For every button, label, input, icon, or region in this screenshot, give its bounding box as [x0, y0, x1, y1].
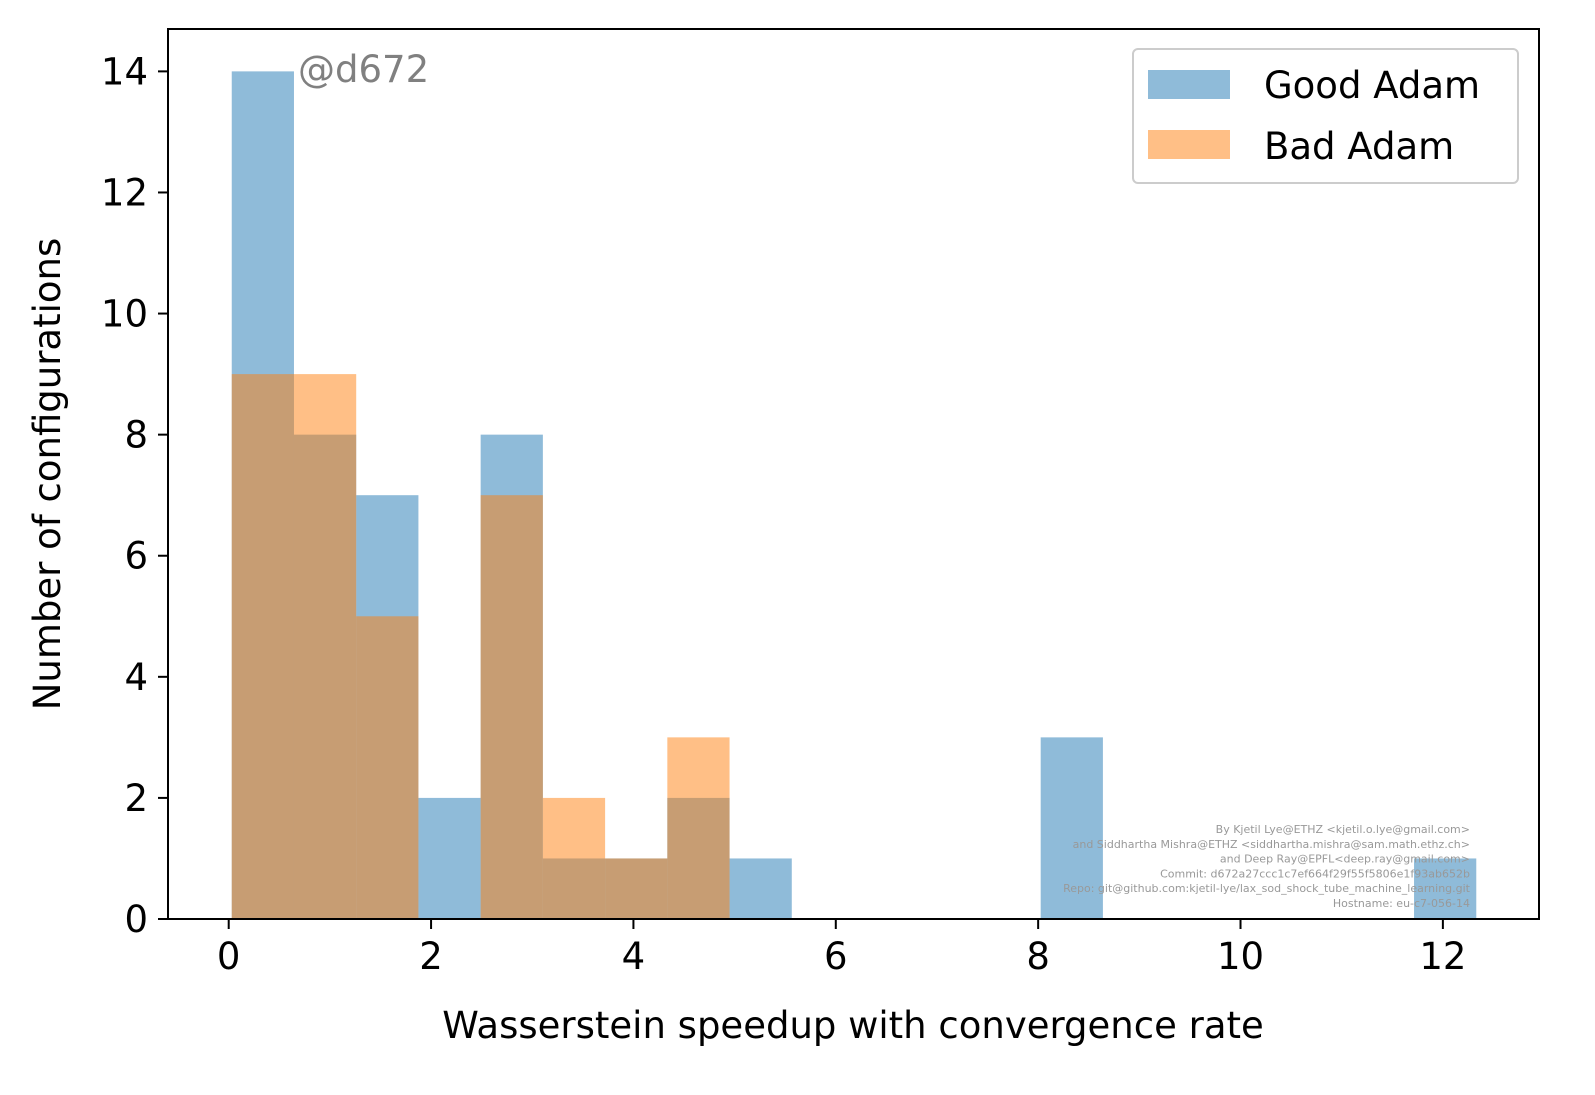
x-tick-label: 2	[419, 935, 443, 978]
y-axis: 0 2 4 6 8 10 12 14	[101, 50, 168, 941]
legend-swatch-good-adam	[1148, 70, 1230, 99]
y-tick-label: 12	[101, 171, 148, 214]
bar-bad-adam-6	[605, 858, 668, 919]
x-axis: 0 2 4 6 8 10 12	[217, 919, 1466, 978]
y-axis-label: Number of configurations	[26, 238, 69, 711]
legend-swatch-bad-adam	[1148, 130, 1230, 159]
bar-good-adam-3	[418, 797, 481, 919]
y-tick-label: 8	[124, 414, 148, 457]
x-tick-label: 6	[824, 935, 848, 978]
bar-bad-adam-5	[542, 797, 606, 919]
bar-good-adam-8	[729, 858, 792, 919]
watermark-annotation: @d672	[298, 48, 429, 91]
y-tick-label: 2	[124, 777, 148, 820]
legend-label-bad-adam: Bad Adam	[1264, 125, 1454, 168]
x-tick-label: 8	[1026, 935, 1050, 978]
bar-bad-adam-7	[667, 737, 730, 919]
x-tick-label: 4	[622, 935, 646, 978]
bar-bad-adam-2	[356, 616, 419, 919]
y-tick-label: 14	[101, 50, 148, 93]
bar-bad-adam-0	[231, 374, 294, 919]
y-tick-label: 0	[124, 898, 148, 941]
legend-label-good-adam: Good Adam	[1264, 64, 1480, 107]
bar-bad-adam-1	[293, 374, 357, 919]
bar-good-adam-19	[1414, 858, 1477, 919]
x-tick-label: 12	[1419, 935, 1466, 978]
bars-layer	[231, 71, 1477, 919]
credit-line: and Deep Ray@EPFL<deep.ray@gmail.com>	[1220, 853, 1470, 866]
credits-block: By Kjetil Lye@ETHZ <kjetil.o.lye@gmail.c…	[1063, 823, 1471, 910]
credit-line: Hostname: eu-c7-056-14	[1333, 897, 1470, 910]
x-tick-label: 10	[1217, 935, 1264, 978]
bar-good-adam-13	[1040, 737, 1103, 919]
y-tick-label: 4	[124, 656, 148, 699]
x-axis-label: Wasserstein speedup with convergence rat…	[442, 1004, 1264, 1047]
x-tick-label: 0	[217, 935, 241, 978]
credit-line: Commit: d672a27ccc1c7ef664f29f55f5806e1f…	[1160, 867, 1470, 880]
credit-line: By Kjetil Lye@ETHZ <kjetil.o.lye@gmail.c…	[1216, 823, 1470, 836]
plot-frame	[167, 28, 1540, 920]
y-tick-label: 6	[124, 535, 148, 578]
bar-bad-adam-4	[480, 495, 543, 919]
y-tick-label: 10	[101, 293, 148, 336]
credit-line: Repo: git@github.com:kjetil-lye/lax_sod_…	[1063, 882, 1471, 895]
legend: Good Adam Bad Adam	[1132, 48, 1519, 184]
credit-line: and Siddhartha Mishra@ETHZ <siddhartha.m…	[1073, 838, 1470, 851]
